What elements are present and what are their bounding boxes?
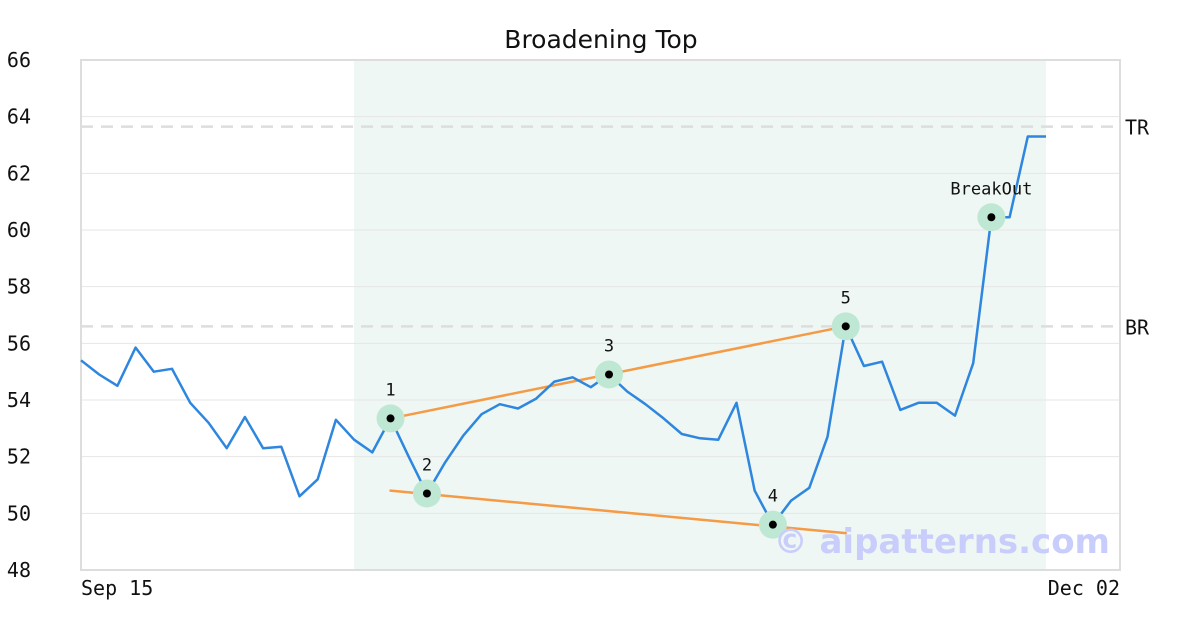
- plot-frame: [80, 59, 1121, 571]
- y-tick-label: 60: [7, 218, 31, 242]
- y-tick-label: 52: [7, 445, 31, 469]
- y-tick-label: 66: [7, 48, 31, 72]
- y-tick-label: 62: [7, 161, 31, 185]
- y-tick-label: 54: [7, 388, 31, 412]
- y-tick-label: 56: [7, 331, 31, 355]
- pattern-points: 1 2 3 4 5 BreakOut: [376, 179, 1032, 539]
- highlight-region-layer: [354, 60, 1046, 570]
- pattern-point-label-4: 4: [768, 487, 778, 507]
- x-tick-label: Sep 15: [81, 576, 153, 600]
- watermark: © aipatterns.com: [774, 522, 1110, 562]
- reference-label-tr: TR: [1125, 116, 1150, 140]
- y-tick-label: 64: [7, 105, 31, 129]
- chart-title: Broadening Top: [504, 25, 697, 54]
- reference-label-br: BR: [1125, 315, 1150, 339]
- price-series: [80, 135, 1046, 526]
- reference-lines: TR BR: [81, 116, 1150, 339]
- pattern-point-3: [605, 370, 614, 379]
- x-tick-label: Dec 02: [1048, 576, 1120, 600]
- pattern-point-label-1: 1: [385, 380, 395, 400]
- pattern-point-4: [768, 520, 777, 529]
- highlight-region: [354, 60, 1046, 570]
- pattern-point-label-5: 5: [841, 288, 851, 308]
- pattern-point-label-breakout: BreakOut: [950, 179, 1032, 199]
- y-tick-label: 48: [7, 558, 31, 582]
- pattern-point-label-3: 3: [604, 337, 614, 357]
- pattern-point-label-2: 2: [422, 456, 432, 476]
- pattern-point-2: [422, 489, 431, 498]
- gridlines: [81, 116, 1120, 514]
- pattern-point-5: [841, 322, 850, 331]
- y-tick-label: 50: [7, 501, 31, 525]
- pattern-point-1: [386, 414, 395, 423]
- price-line: [80, 135, 1046, 526]
- pattern-point-breakout: [987, 213, 996, 222]
- x-axis-ticks: Sep 15 Dec 02: [81, 576, 1120, 600]
- y-axis-ticks: 48 50 52 54 56 58 60 62 64 66: [7, 48, 31, 582]
- y-tick-label: 58: [7, 275, 31, 299]
